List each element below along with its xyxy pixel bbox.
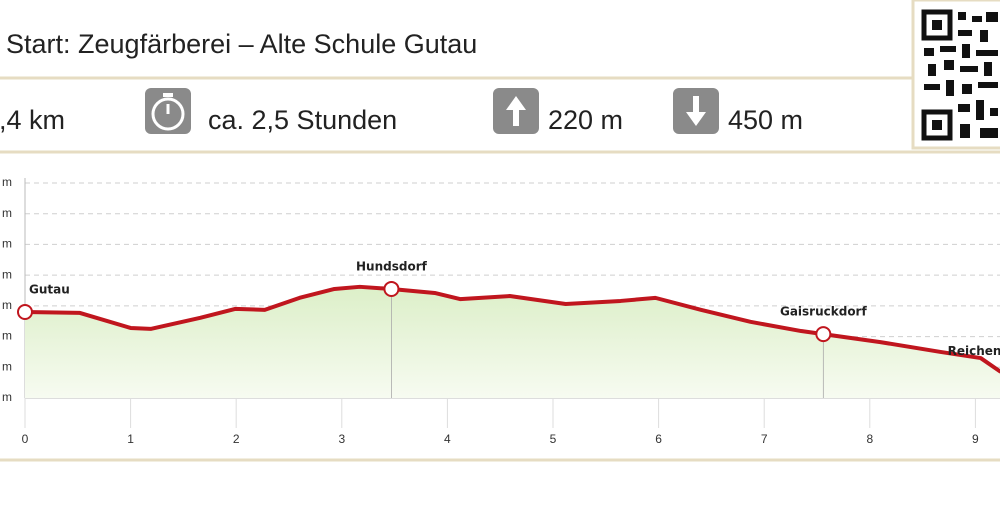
x-tick-label: 9 — [972, 432, 979, 446]
y-tick-label: 500 m — [0, 329, 12, 343]
x-tick-label: 0 — [22, 432, 29, 446]
waypoint-label: Hundsdorf — [356, 259, 428, 273]
x-tick-label: 8 — [866, 432, 873, 446]
ascent-icon — [493, 88, 539, 134]
y-tick-label: 300 m — [0, 390, 12, 404]
elevation-area — [25, 286, 1000, 398]
x-tick-label: 2 — [233, 432, 240, 446]
duration: ca. 2,5 Stunden — [208, 105, 397, 135]
y-tick-label: 800 m — [0, 237, 12, 251]
x-tick-label: 5 — [550, 432, 557, 446]
x-tick-label: 3 — [338, 432, 345, 446]
y-tick-label: 600 m — [0, 298, 12, 312]
waypoint-marker — [815, 326, 832, 343]
y-tick-label: 400 m — [0, 359, 12, 373]
descent: 450 m — [728, 105, 803, 135]
waypoint-label: Reichenstein — [948, 344, 1000, 358]
waypoint-label: Gaisruckdorf — [780, 305, 868, 319]
distance: 9,4 km — [0, 105, 65, 135]
x-tick-label: 1 — [127, 432, 134, 446]
descent-icon — [673, 88, 719, 134]
y-tick-label: 700 m — [0, 267, 12, 281]
ascent: 220 m — [548, 105, 623, 135]
x-tick-label: 6 — [655, 432, 662, 446]
waypoint-marker — [383, 280, 400, 297]
y-tick-label: 900 m — [0, 206, 12, 220]
x-tick-label: 4 — [444, 432, 451, 446]
y-tick-label: 1000 m — [0, 175, 12, 189]
x-tick-label: 7 — [761, 432, 768, 446]
waypoint-label: Gutau — [29, 283, 70, 297]
stopwatch-icon — [145, 88, 191, 134]
waypoint-marker — [17, 304, 33, 320]
title: Start: Zeugfärberei – Alte Schule Gutau — [6, 29, 477, 59]
plot: Gutau Hundsdorf Gaisruckdorf Reichenstein — [17, 178, 1000, 428]
qr-code — [911, 0, 1000, 150]
